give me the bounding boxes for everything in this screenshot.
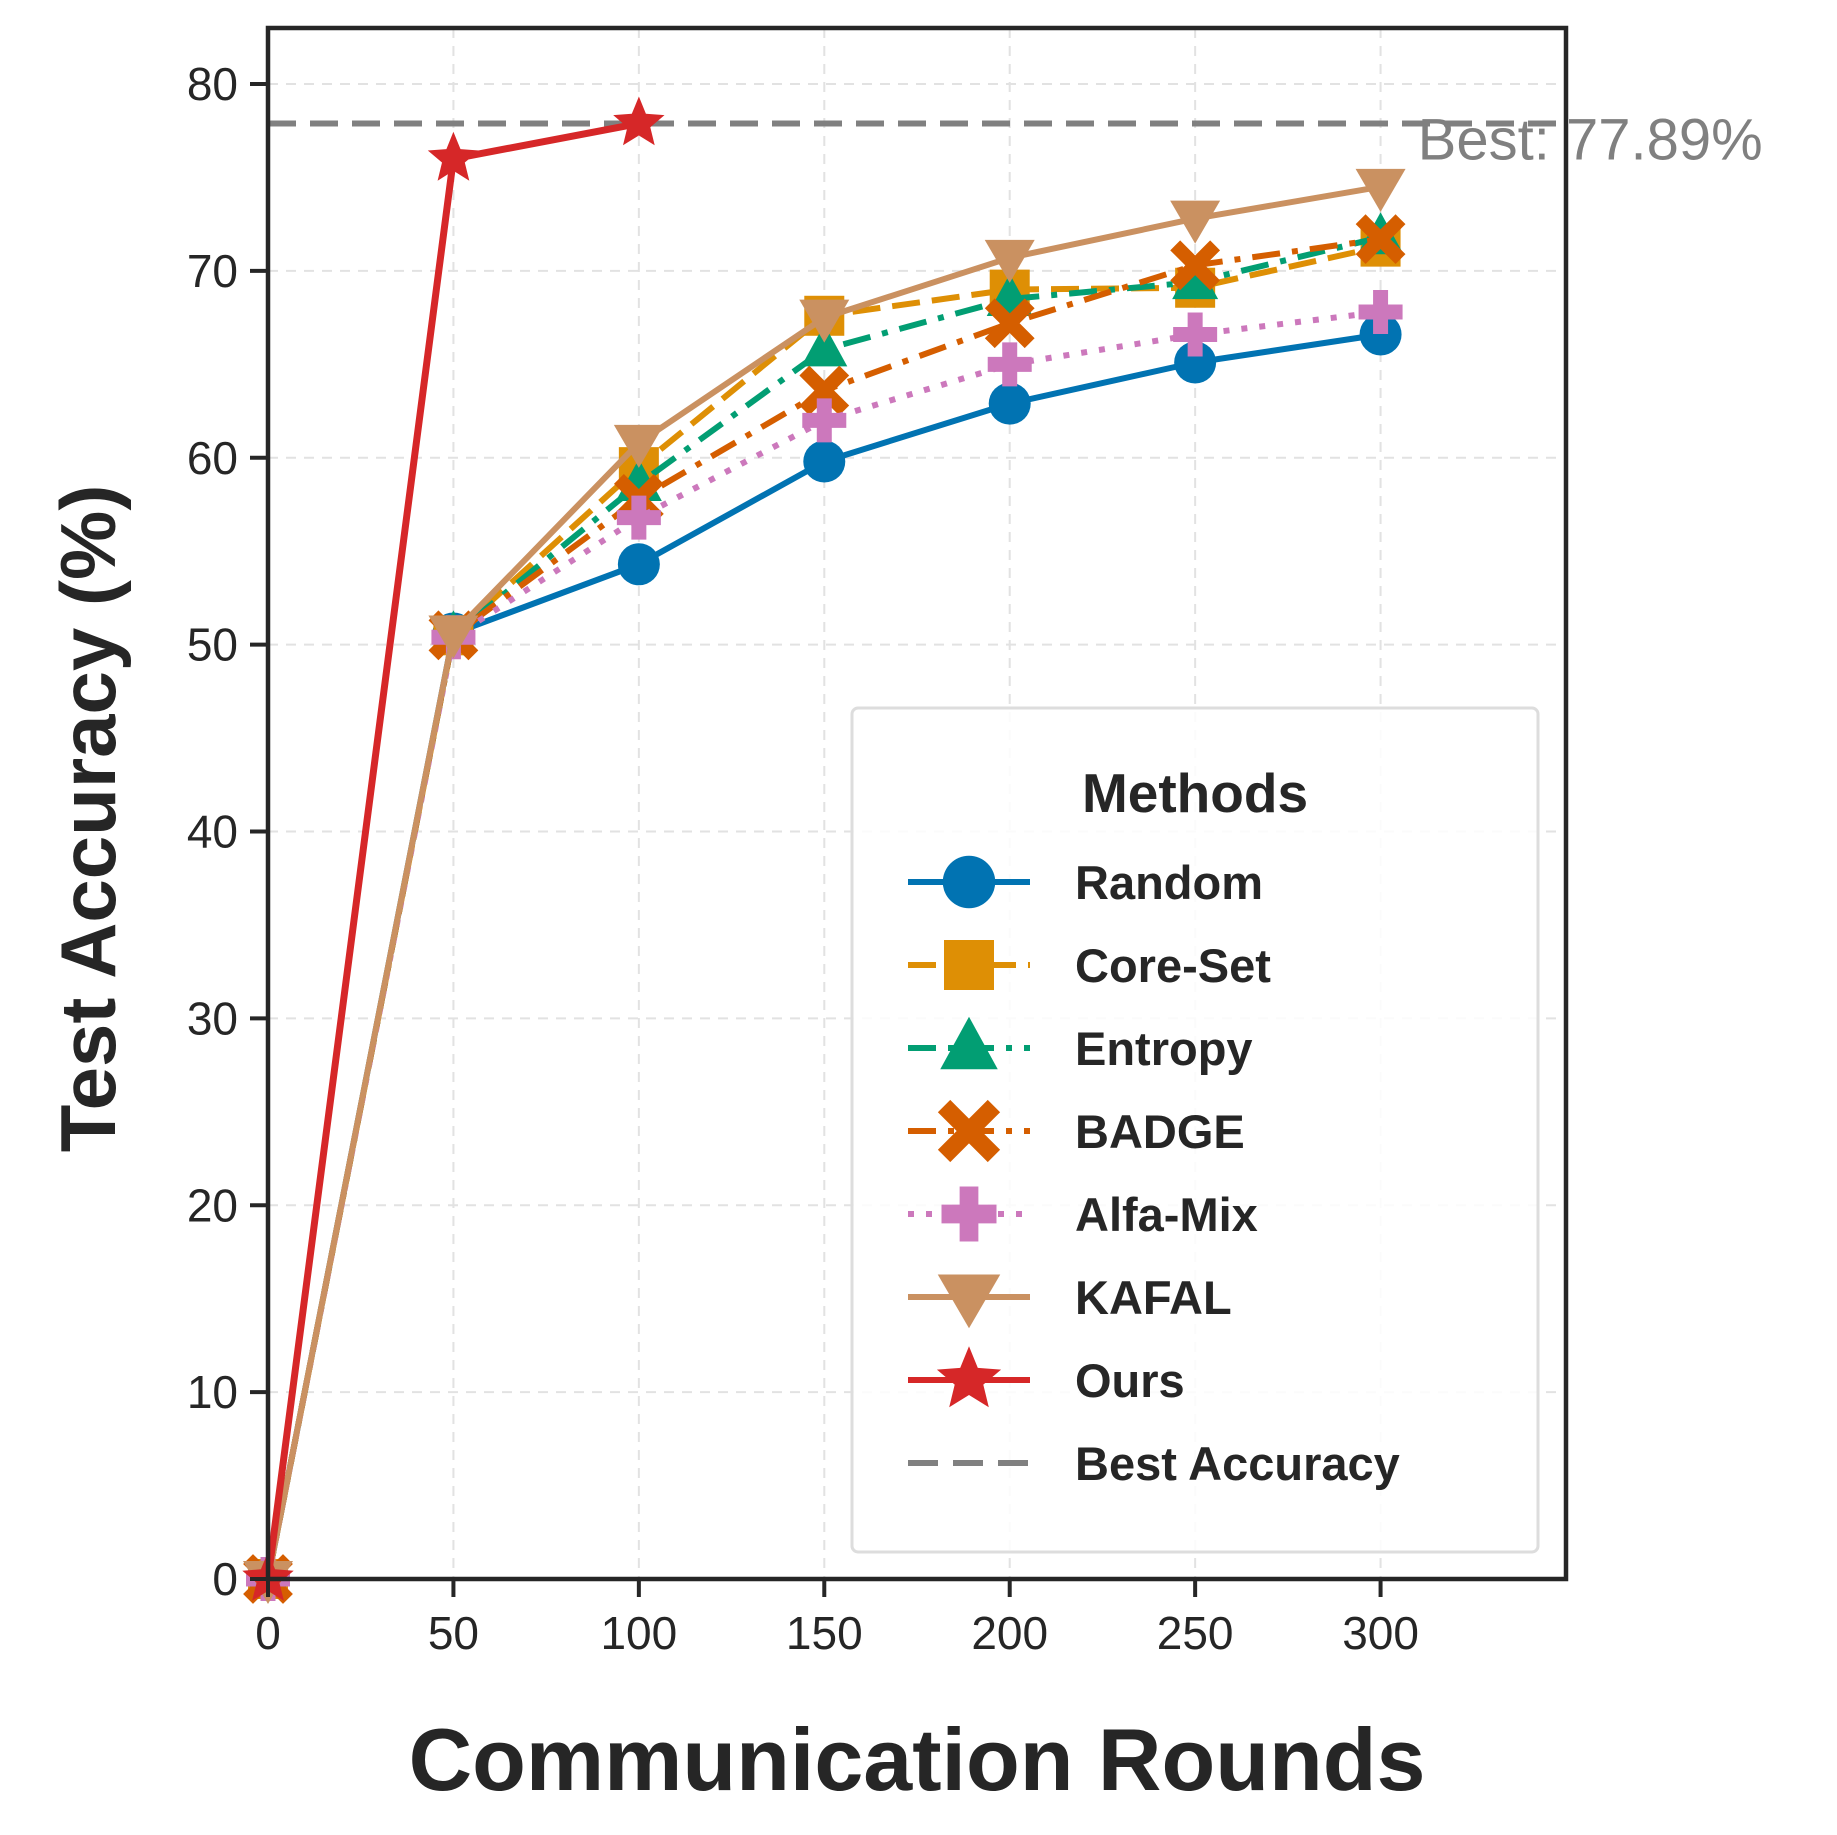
data-point-ours	[427, 131, 480, 181]
legend-item-kafal: KAFAL	[908, 1271, 1232, 1329]
data-point-random	[617, 543, 660, 586]
x-tick-label: 150	[786, 1607, 863, 1659]
y-tick-label: 60	[187, 432, 238, 484]
x-tick-label: 250	[1157, 1607, 1234, 1659]
x-tick-label: 100	[600, 1607, 677, 1659]
data-point-alfa-mix	[616, 495, 661, 540]
legend-item-core-set: Core-Set	[908, 939, 1271, 992]
legend-label-entropy: Entropy	[1075, 1022, 1253, 1075]
data-point-badge	[1170, 240, 1221, 291]
data-point-alfa-mix	[1173, 312, 1218, 357]
y-tick-label: 20	[187, 1179, 238, 1231]
legend-label-kafal: KAFAL	[1075, 1271, 1232, 1324]
y-axis-title: Test Accuracy (%)	[44, 485, 132, 1153]
x-axis-title: Communication Rounds	[409, 1710, 1426, 1809]
data-point-badge	[799, 365, 850, 416]
legend-label-random: Random	[1075, 856, 1263, 909]
best-annotation: Best: 77.89%	[1418, 107, 1763, 172]
y-tick-label: 80	[187, 58, 238, 110]
legend-item-best-accuracy: Best Accuracy	[908, 1437, 1400, 1490]
legend-label-alfa-mix: Alfa-Mix	[1075, 1188, 1258, 1241]
legend-marker-entropy	[940, 1016, 998, 1070]
data-point-entropy	[1172, 257, 1219, 300]
data-point-kafal	[428, 615, 479, 659]
y-tick-label: 40	[187, 806, 238, 858]
legend-label-core-set: Core-Set	[1075, 939, 1271, 992]
legend-marker-kafal	[937, 1274, 1001, 1329]
data-point-kafal	[984, 239, 1035, 283]
y-tick-label: 50	[187, 619, 238, 671]
data-point-kafal	[1355, 168, 1406, 212]
legend-marker-core-set	[944, 940, 994, 990]
legend-item-entropy: Entropy	[908, 1016, 1253, 1075]
legend-item-ours: Ours	[908, 1346, 1185, 1408]
data-point-random	[1174, 341, 1217, 384]
legend-label-badge: BADGE	[1075, 1105, 1245, 1158]
x-tick-label: 50	[428, 1607, 479, 1659]
legend-label-ours: Ours	[1075, 1354, 1185, 1407]
data-point-entropy	[801, 324, 848, 367]
x-tick-label: 200	[971, 1607, 1048, 1659]
legend-marker-ours	[936, 1346, 1002, 1408]
legend: Methods Random Core-Set Entropy BADGE Alfa-M…	[850, 706, 1540, 1554]
series-group	[242, 96, 1406, 1604]
data-point-kafal	[1170, 200, 1221, 244]
x-tick-label: 300	[1342, 1607, 1419, 1659]
legend-marker-alfa-mix	[941, 1186, 997, 1242]
plot-frame	[265, 25, 1569, 1582]
data-point-alfa-mix	[1358, 290, 1403, 335]
series-kafal	[243, 168, 1406, 1604]
data-point-badge	[984, 298, 1035, 349]
legend-marker-badge	[937, 1099, 1001, 1163]
axis-ticks: 0 50 100 150 200 250 300 0 10 20 30 40 50 60 70 80	[187, 58, 1419, 1659]
data-point-badge	[1355, 214, 1406, 265]
x-tick-label: 0	[255, 1607, 281, 1659]
legend-item-random: Random	[908, 855, 1263, 909]
data-point-random	[803, 440, 846, 483]
legend-item-alfa-mix: Alfa-Mix	[908, 1186, 1258, 1242]
data-point-alfa-mix	[802, 398, 847, 443]
data-point-random	[1359, 313, 1402, 356]
y-tick-label: 0	[212, 1553, 238, 1605]
legend-marker-random	[942, 855, 996, 909]
y-tick-label: 30	[187, 992, 238, 1044]
legend-items: Random Core-Set Entropy BADGE Alfa-Mix KAFAL O…	[908, 855, 1400, 1490]
data-point-kafal	[613, 424, 664, 468]
legend-title: Methods	[1082, 762, 1308, 824]
data-point-ours	[613, 96, 665, 146]
legend-label-best-accuracy: Best Accuracy	[1075, 1437, 1400, 1490]
legend-box	[850, 706, 1540, 1554]
legend-item-badge: BADGE	[908, 1099, 1245, 1163]
y-tick-label: 10	[187, 1366, 238, 1418]
data-point-kafal	[799, 299, 850, 343]
data-point-alfa-mix	[987, 342, 1032, 387]
data-point-random	[988, 382, 1031, 425]
y-tick-label: 70	[187, 245, 238, 297]
